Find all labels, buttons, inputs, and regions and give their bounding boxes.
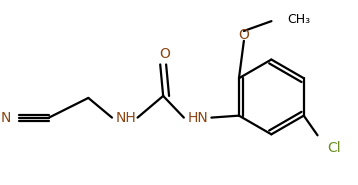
Text: O: O [238, 28, 249, 42]
Text: HN: HN [187, 111, 208, 125]
Text: NH: NH [115, 111, 136, 125]
Text: N: N [0, 111, 11, 125]
Text: CH₃: CH₃ [287, 13, 310, 26]
Text: Cl: Cl [328, 141, 341, 155]
Text: O: O [160, 47, 170, 61]
